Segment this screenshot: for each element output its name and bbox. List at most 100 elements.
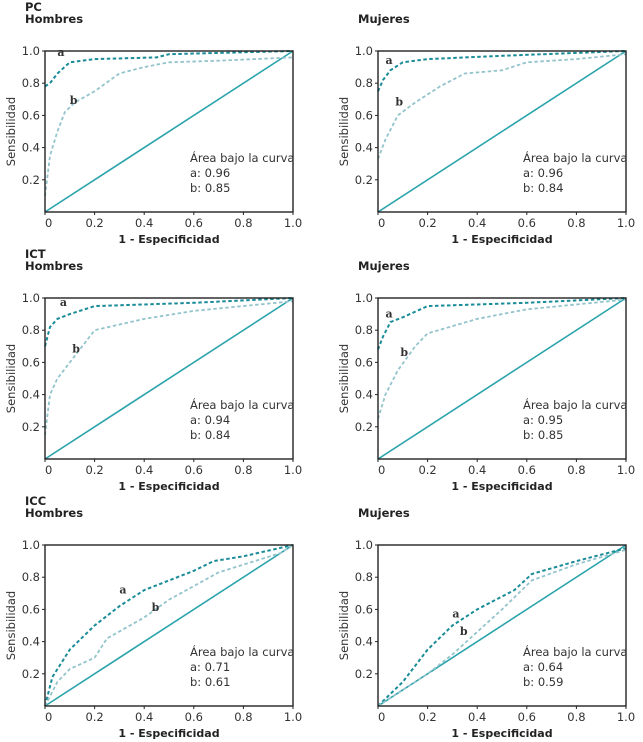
x-tick-label: 1.0 [284,710,302,724]
auc-value-b: b: 0.85 [190,181,230,195]
auc-title: Área bajo la curva [523,644,627,659]
plot-frame [44,297,294,460]
auc-value-a: a: 0.95 [523,413,563,427]
auc-value-b: b: 0.84 [523,181,563,195]
chart-subtitle: Mujeres [358,259,410,273]
curve-label-a: a [385,54,392,67]
y-axis-label: Sensibilidad [4,97,18,166]
y-tick-label: 1.0 [355,44,373,58]
auc-value-a: a: 0.64 [523,660,563,674]
x-tick-label: 0.8 [567,710,585,724]
x-tick-label: 0.8 [234,710,252,724]
x-tick-label: 0.4 [135,463,153,477]
plot-frame [377,544,627,707]
y-tick-label: 0.2 [22,667,40,681]
curve-label-b: b [400,346,408,359]
chart-group-title: ICT [25,247,46,261]
x-tick-label: 0.6 [185,463,203,477]
x-axis-label: 1 - Especificidad [451,233,552,246]
curve-label-b: b [152,601,160,614]
y-axis-label: Sensibilidad [4,344,18,413]
y-tick-label: 0.4 [355,141,373,155]
x-tick-label: 0 [378,463,385,477]
curve-label-a: a [385,307,392,320]
x-tick-label: 0.4 [468,463,486,477]
roc-curve-a [377,547,627,707]
x-axis-label: 1 - Especificidad [118,727,219,740]
auc-value-a: a: 0.96 [190,166,230,180]
curve-label-b: b [395,96,403,109]
y-tick-label: 1.0 [22,291,40,305]
y-tick-label: 0.6 [355,355,373,369]
diagonal-reference-line [377,50,627,213]
roc-curve-b [44,300,294,436]
x-tick-label: 0.6 [185,710,203,724]
x-tick-label: 1.0 [284,216,302,230]
x-tick-label: 0.4 [468,710,486,724]
plot-frame [377,50,627,213]
y-tick-label: 0.2 [355,420,373,434]
curve-label-a: a [60,296,67,309]
x-axis-label: 1 - Especificidad [118,233,219,246]
curve-label-b: b [70,94,78,107]
roc-curve-b [377,298,627,420]
roc-curve-b [377,548,627,707]
x-tick-label: 0.4 [135,710,153,724]
y-tick-label: 0.8 [355,76,373,90]
chart-subtitle: Hombres [25,12,83,26]
x-tick-label: 0.8 [234,463,252,477]
x-tick-label: 0.8 [234,216,252,230]
x-tick-label: 1.0 [617,710,635,724]
x-tick-label: 0.2 [418,463,436,477]
diagonal-reference-line [44,297,294,460]
roc-curve-a [44,297,294,347]
y-tick-label: 0.4 [22,388,40,402]
roc-curve-a [377,50,627,92]
x-tick-label: 0.2 [418,216,436,230]
x-tick-label: 0.6 [518,463,536,477]
y-tick-label: 0.4 [355,388,373,402]
y-tick-label: 0.8 [355,570,373,584]
auc-value-b: b: 0.84 [190,428,230,442]
x-tick-label: 0.2 [85,710,103,724]
y-axis-label: Sensibilidad [337,97,351,166]
y-axis-label: Sensibilidad [337,344,351,413]
curve-label-b: b [72,343,80,356]
plot-frame [44,544,294,707]
roc-curve-b [377,53,627,160]
x-tick-label: 0.4 [468,216,486,230]
y-axis-label: Sensibilidad [337,591,351,660]
x-axis-label: 1 - Especificidad [451,480,552,493]
y-tick-label: 0.6 [22,602,40,616]
x-tick-label: 0 [45,216,52,230]
x-tick-label: 0.8 [567,216,585,230]
chart-subtitle: Mujeres [358,506,410,520]
diagonal-reference-line [377,297,627,460]
plot-frame [377,297,627,460]
x-axis-label: 1 - Especificidad [118,480,219,493]
x-tick-label: 0.8 [567,463,585,477]
x-tick-label: 0 [378,710,385,724]
diagonal-reference-line [44,50,294,213]
roc-curve-a [377,297,627,350]
x-tick-label: 1.0 [617,216,635,230]
x-tick-label: 0.2 [85,216,103,230]
y-tick-label: 1.0 [22,44,40,58]
y-tick-label: 1.0 [22,538,40,552]
curve-label-a: a [452,607,459,620]
y-tick-label: 0.8 [22,570,40,584]
roc-curve-a [44,50,294,88]
auc-title: Área bajo la curva [190,397,294,412]
y-tick-label: 0.4 [355,635,373,649]
y-tick-label: 0.4 [22,635,40,649]
auc-title: Área bajo la curva [523,150,627,165]
y-tick-label: 0.8 [22,76,40,90]
auc-value-b: b: 0.61 [190,675,230,689]
x-tick-label: 1.0 [284,463,302,477]
x-tick-label: 0.6 [185,216,203,230]
y-tick-label: 0.6 [355,602,373,616]
x-axis-label: 1 - Especificidad [451,727,552,740]
chart-subtitle: Hombres [25,259,83,273]
y-tick-label: 0.8 [22,323,40,337]
y-tick-label: 0.2 [355,667,373,681]
